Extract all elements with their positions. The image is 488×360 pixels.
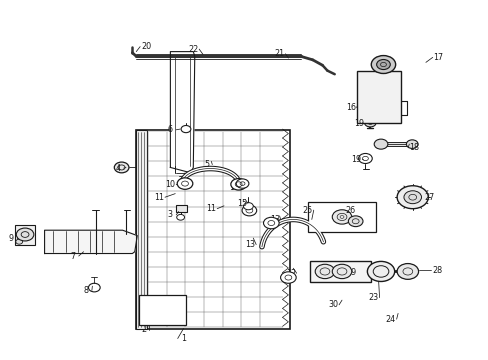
Circle shape <box>16 239 22 244</box>
Circle shape <box>396 264 418 279</box>
Text: 5: 5 <box>203 160 208 169</box>
Text: 9: 9 <box>9 234 14 243</box>
Text: 28: 28 <box>431 266 441 275</box>
Text: 27: 27 <box>424 193 434 202</box>
Circle shape <box>315 264 334 279</box>
Circle shape <box>114 162 129 173</box>
Circle shape <box>370 55 395 73</box>
Circle shape <box>347 216 362 226</box>
Circle shape <box>331 264 351 279</box>
Bar <box>15 225 35 244</box>
Circle shape <box>263 217 279 229</box>
Bar <box>310 261 370 282</box>
Circle shape <box>177 178 192 189</box>
Text: 21: 21 <box>274 49 284 58</box>
Text: 30: 30 <box>327 300 338 309</box>
Circle shape <box>358 153 371 163</box>
Text: 3: 3 <box>167 210 173 219</box>
Bar <box>136 130 289 329</box>
Text: 10: 10 <box>165 180 175 189</box>
Text: 13: 13 <box>269 215 279 224</box>
Circle shape <box>331 210 351 224</box>
Circle shape <box>242 205 256 216</box>
Text: 15: 15 <box>237 199 246 208</box>
Circle shape <box>366 261 394 282</box>
Circle shape <box>280 272 296 283</box>
Circle shape <box>16 228 34 241</box>
Circle shape <box>236 179 248 188</box>
Text: 1: 1 <box>181 334 185 343</box>
Polygon shape <box>44 230 137 253</box>
Text: 16: 16 <box>345 103 355 112</box>
Circle shape <box>373 139 387 149</box>
Text: 2: 2 <box>141 325 146 334</box>
Polygon shape <box>170 51 194 173</box>
Bar <box>136 130 147 329</box>
Text: 19: 19 <box>353 119 364 128</box>
Text: 25: 25 <box>302 206 312 215</box>
Bar <box>139 295 185 325</box>
Text: 26: 26 <box>345 206 355 215</box>
Text: 12: 12 <box>285 269 295 278</box>
Bar <box>176 205 186 212</box>
Text: 6: 6 <box>167 125 173 134</box>
Text: 14: 14 <box>228 183 238 192</box>
Bar <box>356 71 400 123</box>
Text: 4: 4 <box>115 164 120 173</box>
Text: 17: 17 <box>433 53 443 62</box>
Bar <box>307 202 375 232</box>
Text: 29: 29 <box>346 268 356 277</box>
Circle shape <box>376 59 389 69</box>
Text: 8: 8 <box>83 286 88 295</box>
Circle shape <box>364 118 375 127</box>
Circle shape <box>146 303 163 316</box>
Text: 22: 22 <box>188 45 198 54</box>
Text: 24: 24 <box>385 315 395 324</box>
Circle shape <box>162 305 175 315</box>
Text: 11: 11 <box>154 193 164 202</box>
Text: 7: 7 <box>70 252 75 261</box>
Text: 11: 11 <box>206 204 216 213</box>
Circle shape <box>230 179 246 190</box>
Circle shape <box>406 140 417 148</box>
Text: 23: 23 <box>368 293 378 302</box>
Circle shape <box>403 191 421 204</box>
Circle shape <box>88 283 100 292</box>
Circle shape <box>176 215 184 220</box>
Text: 13: 13 <box>245 240 255 249</box>
Text: 19: 19 <box>351 155 361 164</box>
Text: 20: 20 <box>141 42 151 51</box>
Circle shape <box>243 203 253 210</box>
Text: 18: 18 <box>408 143 418 152</box>
Circle shape <box>396 186 427 209</box>
Circle shape <box>181 126 190 133</box>
